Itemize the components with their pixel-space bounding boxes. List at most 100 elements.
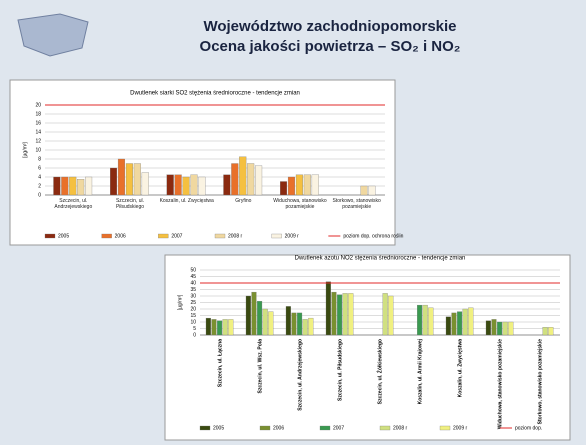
- bar: [303, 174, 311, 196]
- bar: [257, 301, 263, 336]
- bar: [422, 304, 428, 336]
- bar: [85, 176, 93, 196]
- y-tick-label: 2: [38, 183, 41, 189]
- bar: [285, 306, 291, 336]
- bar: [360, 185, 368, 196]
- bar: [239, 156, 247, 196]
- y-tick-label: 45: [190, 274, 196, 280]
- x-tick-label: Szczecin, ul. Wsz. Pola: [257, 339, 263, 394]
- legend-swatch: [319, 425, 331, 431]
- bar: [337, 294, 343, 336]
- chart-title: Dwutlenek siarki SO2 stężenia średnioroc…: [130, 91, 300, 97]
- x-tick-label: Szczecin, ul. Łączna: [217, 339, 223, 387]
- bar: [485, 320, 491, 336]
- bar: [548, 327, 554, 336]
- bar: [166, 174, 174, 196]
- y-tick-label: 20: [35, 102, 41, 108]
- bar: [255, 165, 263, 196]
- legend-swatch: [259, 425, 271, 431]
- legend-swatch: [214, 233, 226, 239]
- chart-panel: [164, 254, 571, 441]
- bar: [228, 319, 234, 336]
- y-tick-label: 40: [190, 280, 196, 286]
- y-tick-label: 30: [190, 293, 196, 299]
- chart-title: Dwutlenek azotu NO2 stężenia średniorocz…: [295, 256, 466, 262]
- y-tick-label: 35: [190, 287, 196, 293]
- legend-label: 2008 r: [228, 233, 243, 239]
- bar: [61, 176, 69, 196]
- x-tick-label-box: Szczecin, ul. Piłsudskiego: [115, 198, 145, 210]
- y-tick-label: 0: [38, 192, 41, 198]
- y-tick-label: 20: [190, 306, 196, 312]
- y-tick-label: 50: [190, 267, 196, 273]
- legend-swatch: [379, 425, 391, 431]
- bar: [368, 185, 376, 196]
- legend-label: 2007: [171, 233, 182, 239]
- y-tick-label: 10: [190, 319, 196, 325]
- legend-label: 2006: [115, 233, 126, 239]
- x-tick-label: Koszalin, ul. Armii Krajowej: [417, 338, 423, 404]
- bar: [125, 163, 133, 196]
- bar: [428, 307, 434, 336]
- bar: [217, 320, 223, 336]
- y-tick-label: 8: [38, 156, 41, 162]
- x-tick-label: Szczecin, ul. Piłsudskiego: [337, 339, 343, 401]
- legend-label: 2006: [273, 425, 284, 431]
- bar: [297, 312, 303, 336]
- bar: [497, 321, 503, 336]
- bar: [388, 295, 394, 336]
- legend-label: 2005: [58, 233, 69, 239]
- bar: [110, 167, 118, 196]
- legend-label: poziom dop. ochrona roślin: [343, 233, 403, 239]
- bar: [198, 176, 206, 196]
- bar: [417, 304, 423, 336]
- x-tick-label: Gryfino: [235, 198, 252, 204]
- x-tick-label: Szczecin, ul. Żółkiewskiego: [376, 339, 383, 404]
- bar: [287, 176, 295, 196]
- bar: [77, 179, 85, 196]
- legend-swatch: [44, 233, 56, 239]
- bar: [280, 181, 288, 196]
- bar: [53, 176, 61, 196]
- bar: [251, 291, 257, 336]
- legend-label: 2009 r: [285, 233, 300, 239]
- x-tick-label: Szczecin, ul. Andrzejewskiego: [297, 339, 303, 411]
- bar: [247, 163, 255, 196]
- legend-swatch: [439, 425, 451, 431]
- x-tick-label: Szczecin, ul. Piłsudskiego: [115, 198, 145, 210]
- slide-subtitle: Ocena jakości powietrza – SO₂ i NO₂: [200, 38, 461, 55]
- y-tick-label: 6: [38, 165, 41, 171]
- bar: [231, 163, 239, 196]
- bar: [222, 319, 228, 336]
- y-axis-label: [µg/m³]: [22, 142, 28, 158]
- bar: [445, 316, 451, 336]
- bar: [331, 291, 337, 336]
- bar: [308, 317, 314, 336]
- bar: [457, 311, 463, 336]
- x-tick-label: Widuchowa, stanowisko pozamiejskie: [497, 339, 503, 429]
- bar: [211, 319, 217, 336]
- x-tick-label-box: Gryfino: [235, 198, 252, 204]
- bar: [325, 281, 331, 336]
- legend-label: poziom dop.: [515, 425, 542, 431]
- bar: [205, 317, 211, 336]
- bar: [342, 293, 348, 336]
- bar: [348, 293, 354, 336]
- bar: [302, 319, 308, 336]
- legend-swatch: [271, 233, 282, 239]
- bar: [174, 174, 182, 196]
- y-axis-label: [µg/m³]: [177, 294, 183, 310]
- y-tick-label: 5: [193, 326, 196, 332]
- bar: [133, 163, 141, 196]
- y-tick-label: 4: [38, 174, 41, 180]
- y-tick-label: 25: [190, 300, 196, 306]
- bar: [245, 295, 251, 336]
- x-tick-label-box: Szczecin, ul. Andrzejewskiego: [54, 198, 92, 210]
- logo: [17, 13, 89, 57]
- bar: [295, 174, 303, 196]
- bar: [502, 321, 508, 336]
- bar: [182, 176, 190, 196]
- bar: [141, 172, 149, 196]
- bar: [291, 312, 297, 336]
